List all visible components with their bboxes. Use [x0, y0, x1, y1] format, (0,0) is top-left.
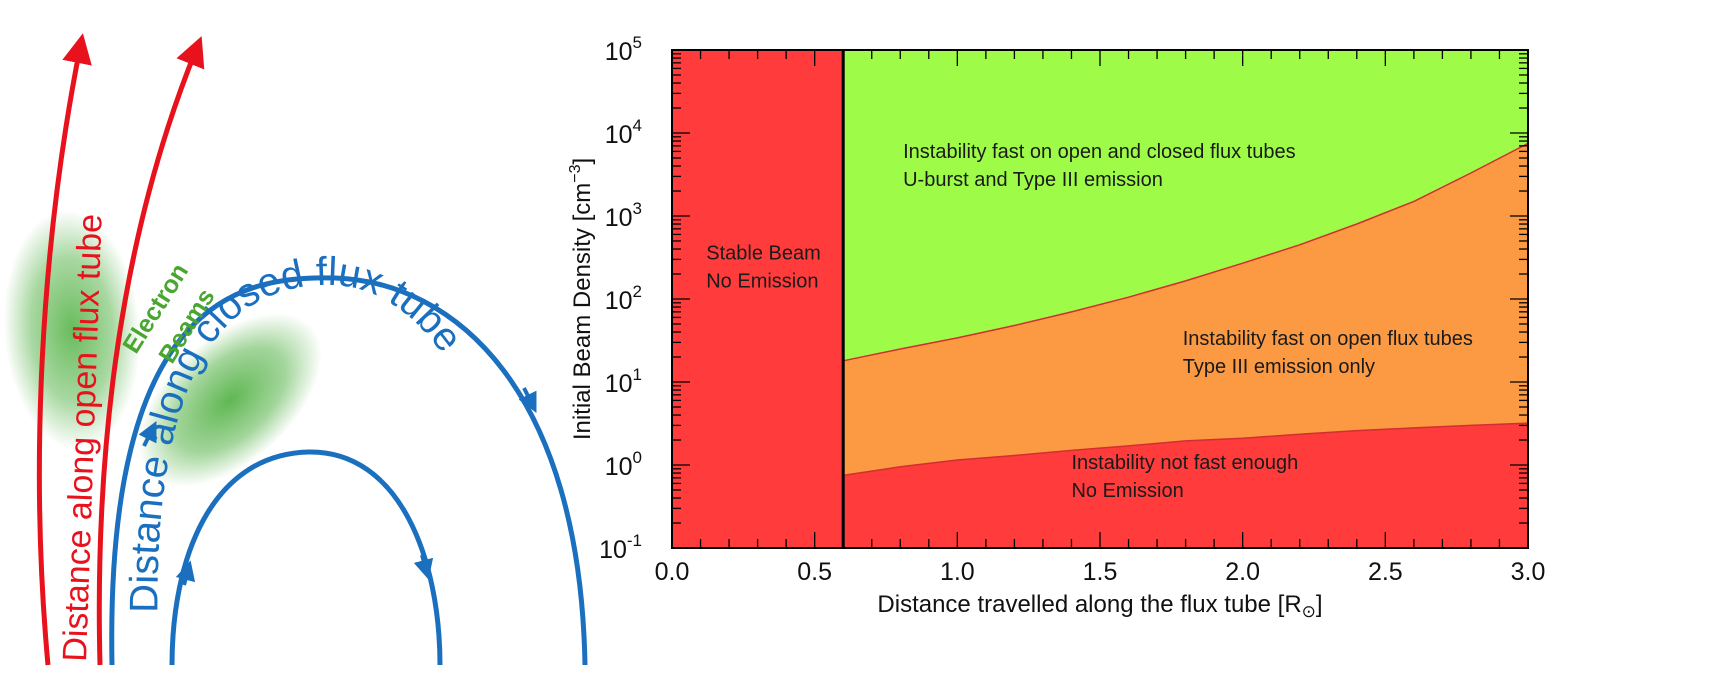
y-tick-label: 102	[605, 282, 642, 315]
axis-ticks	[671, 50, 1529, 549]
region-not-fast-enough	[843, 423, 1528, 548]
region-label-stable-line2: No Emission	[706, 270, 818, 292]
x-axis-title: Distance travelled along the flux tube […	[877, 591, 1322, 621]
closed-flux-tube-inner	[169, 449, 443, 666]
y-tick-label: 100	[605, 448, 642, 481]
y-axis-title: Initial Beam Density [cm−3]	[567, 158, 596, 440]
region-label-orange-line2: Type III emission only	[1183, 356, 1375, 378]
region-label-lower-line2: No Emission	[1071, 480, 1183, 502]
x-tick-label: 1.0	[940, 558, 975, 586]
beam-glow-open	[3, 210, 141, 450]
region-label-lower-line1: Instability not fast enough	[1071, 452, 1298, 474]
y-tick-label: 101	[605, 365, 642, 398]
x-tick-label: 1.5	[1083, 558, 1118, 586]
beam-glow-closed	[138, 313, 322, 487]
open-flux-tube-line-2	[96, 36, 205, 666]
flux-tube-diagram: Distance along open flux tube Distance a…	[3, 33, 588, 666]
region-label-green-line1: Instability fast on open and closed flux…	[903, 141, 1295, 163]
region-stable-beam	[672, 50, 844, 548]
x-tick-label: 2.5	[1368, 558, 1403, 586]
beam-density-chart: 0.0 0.5 1.0 1.5 2.0 2.5 3.0 10-1 100 101 102 103 104…	[567, 33, 1545, 621]
x-tick-label: 0.0	[655, 558, 690, 586]
closed-tube-arrow-outer-up	[138, 421, 157, 447]
closed-tube-arrow-inner-up	[175, 560, 196, 586]
closed-flux-tube-outer	[109, 275, 588, 666]
axis-tick-labels: 0.0 0.5 1.0 1.5 2.0 2.5 3.0 10-1 100 101 102 103 104…	[599, 33, 1545, 586]
region-label-orange-line1: Instability fast on open flux tubes	[1183, 328, 1473, 350]
upper-threshold-curve	[843, 142, 1529, 362]
region-open-tubes-only	[843, 143, 1528, 476]
region-label-stable-line1: Stable Beam	[706, 242, 821, 264]
y-tick-label: 105	[605, 33, 642, 66]
region-labels: Stable Beam No Emission Instability fast o…	[706, 141, 1473, 502]
region-open-and-closed-tubes	[843, 50, 1528, 361]
x-tick-label: 2.0	[1225, 558, 1260, 586]
y-tick-label: 104	[605, 116, 642, 149]
y-tick-label: 10-1	[599, 531, 642, 564]
closed-tube-arrow-inner-down	[413, 554, 434, 580]
x-tick-label: 3.0	[1511, 558, 1546, 586]
open-flux-tube-line-1	[36, 33, 92, 666]
y-tick-label: 103	[605, 199, 642, 232]
plot-frame	[671, 49, 1529, 549]
lower-threshold-curve	[843, 422, 1529, 477]
closed-tube-arrow-outer-down	[518, 387, 537, 413]
chart-regions	[672, 50, 1529, 548]
region-label-green-line2: U-burst and Type III emission	[903, 169, 1163, 191]
x-tick-label: 0.5	[797, 558, 832, 586]
